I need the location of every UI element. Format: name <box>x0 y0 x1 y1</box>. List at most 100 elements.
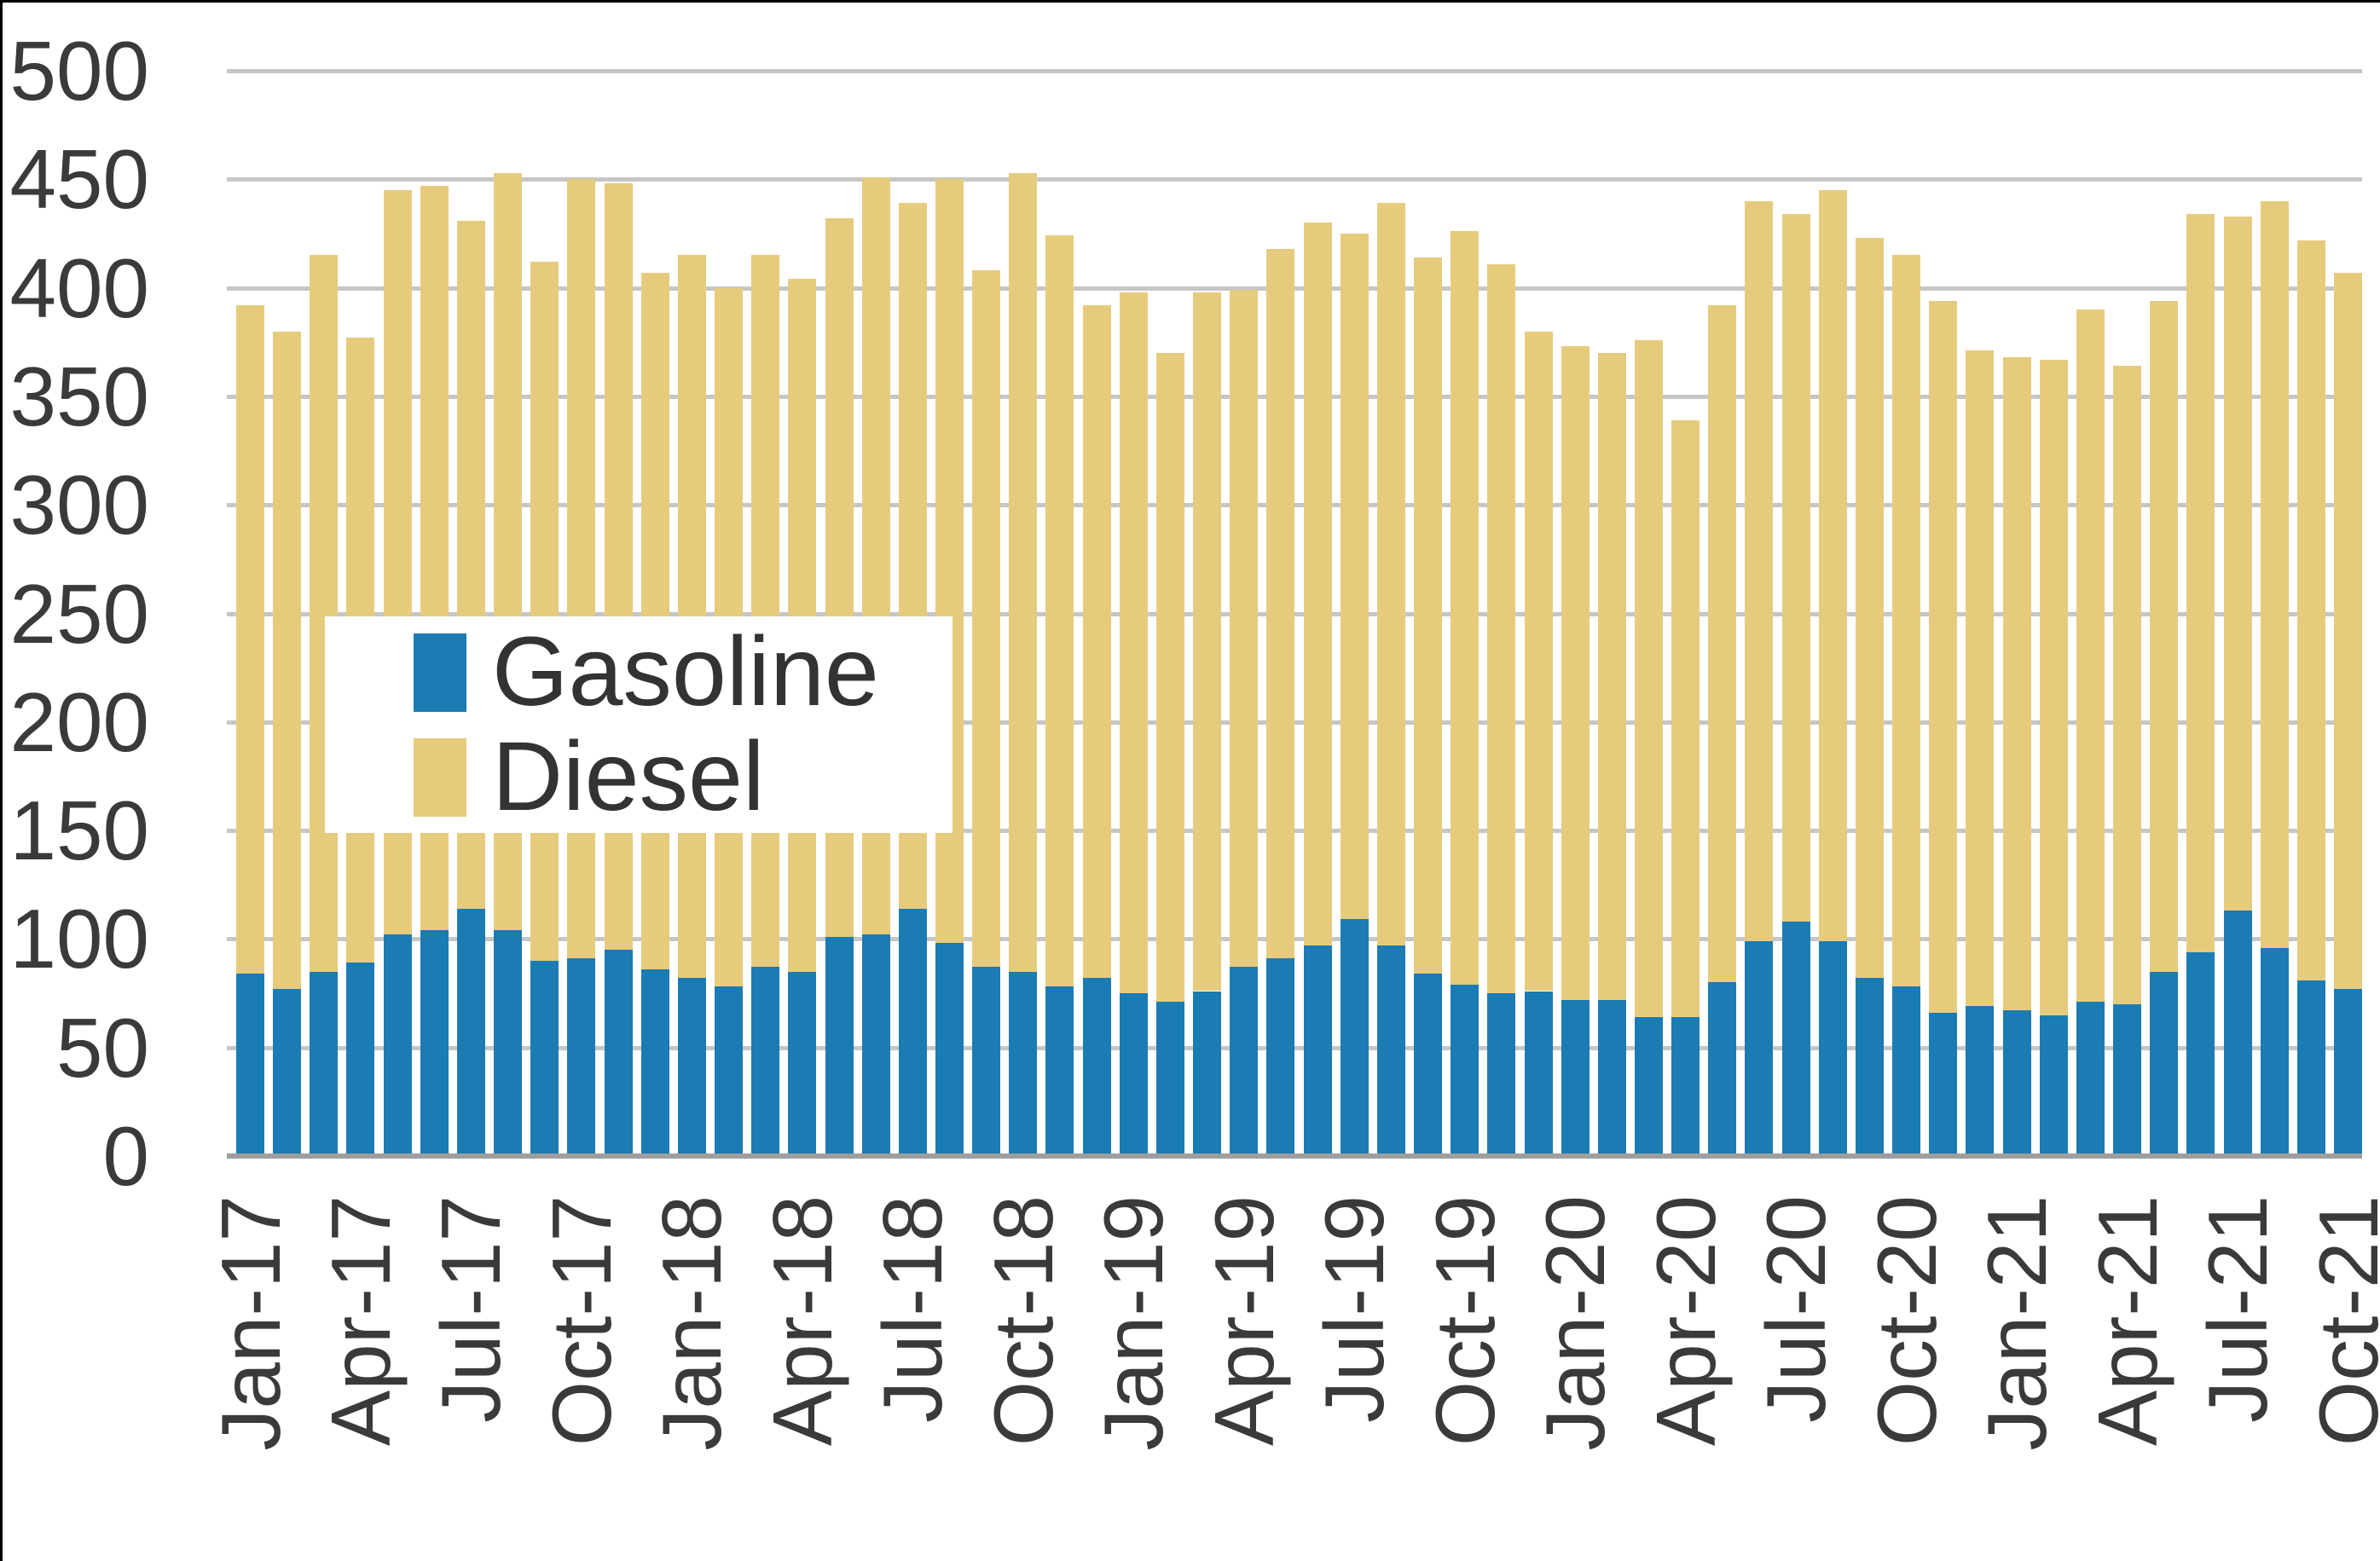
x-tick-label-Jan-19: Jan-19 <box>1086 1195 1181 1451</box>
bar-segment-gasoline-Oct-18 <box>1009 971 1038 1156</box>
bar-segment-gasoline-Mar-21 <box>2076 1002 2105 1156</box>
bar-segment-diesel-Oct-21 <box>2334 272 2362 989</box>
y-tick-label-350: 350 <box>9 349 149 443</box>
bar-segment-diesel-Nov-20 <box>1929 300 1958 1013</box>
bar-segment-gasoline-Oct-20 <box>1892 986 1921 1156</box>
bar-segment-diesel-Feb-19 <box>1155 352 1184 1003</box>
bar-segment-diesel-Apr-21 <box>2113 366 2142 1004</box>
bar-segment-gasoline-Aug-17 <box>494 930 523 1156</box>
bar-segment-gasoline-Jul-21 <box>2223 911 2252 1156</box>
bar-segment-diesel-Jun-19 <box>1303 223 1332 946</box>
bar-segment-diesel-Aug-20 <box>1818 190 1847 941</box>
bar-segment-gasoline-Oct-21 <box>2334 988 2362 1156</box>
bar-segment-gasoline-Jul-20 <box>1781 922 1810 1156</box>
bar-segment-diesel-Mar-18 <box>751 255 780 968</box>
bar-segment-gasoline-Mar-17 <box>310 971 339 1156</box>
gasoline-swatch-icon <box>414 633 466 712</box>
x-tick-label-Jan-17: Jan-17 <box>203 1195 298 1451</box>
bar-segment-diesel-Sep-18 <box>972 270 1001 968</box>
bar-segment-gasoline-Oct-19 <box>1451 984 1480 1156</box>
bar-segment-diesel-May-19 <box>1266 248 1295 959</box>
bar-segment-diesel-Oct-17 <box>567 179 596 959</box>
bar-segment-diesel-Jul-21 <box>2223 216 2252 911</box>
x-tick-label-Apr-19: Apr-19 <box>1196 1195 1291 1447</box>
y-tick-label-100: 100 <box>9 892 149 986</box>
bar-segment-gasoline-May-19 <box>1266 958 1295 1156</box>
bar-segment-gasoline-Apr-17 <box>346 963 375 1156</box>
bar-segment-diesel-Nov-19 <box>1487 263 1516 994</box>
bar-segment-gasoline-Sep-20 <box>1855 978 1884 1156</box>
bar-segment-diesel-Jan-19 <box>1119 292 1148 994</box>
bar-segment-gasoline-May-17 <box>383 934 412 1156</box>
bar-segment-diesel-May-20 <box>1708 304 1737 983</box>
bar-segment-diesel-Feb-20 <box>1597 352 1626 1000</box>
y-tick-label-500: 500 <box>9 24 149 118</box>
window-border-left <box>0 0 3 1561</box>
x-tick-label-Jul-19: Jul-19 <box>1307 1195 1402 1423</box>
y-tick-label-250: 250 <box>9 566 149 661</box>
bar-segment-gasoline-Apr-18 <box>788 971 817 1156</box>
bar-segment-gasoline-Jun-17 <box>420 930 449 1156</box>
bar-segment-gasoline-May-18 <box>825 936 854 1156</box>
bar-segment-diesel-Feb-17 <box>273 331 302 989</box>
bar-segment-diesel-Sep-19 <box>1414 257 1443 974</box>
x-tick-label-Jul-18: Jul-18 <box>866 1195 960 1423</box>
bar-segment-gasoline-Aug-18 <box>935 943 964 1156</box>
bar-segment-diesel-Sep-21 <box>2296 240 2325 980</box>
bar-segment-gasoline-Sep-18 <box>972 967 1001 1156</box>
x-tick-label-Jul-21: Jul-21 <box>2191 1195 2285 1423</box>
bar-segment-diesel-Feb-21 <box>2039 359 2068 1015</box>
bar-segment-gasoline-Dec-17 <box>640 969 669 1156</box>
bar-segment-diesel-Dec-18 <box>1082 304 1111 979</box>
bar-segment-diesel-Jul-19 <box>1340 233 1369 920</box>
bar-segment-diesel-Aug-19 <box>1376 203 1405 946</box>
bar-segment-diesel-Nov-17 <box>604 183 633 951</box>
y-tick-label-300: 300 <box>9 458 149 552</box>
bar-segment-gasoline-Nov-18 <box>1045 986 1074 1156</box>
bar-segment-gasoline-Dec-20 <box>1966 1006 1995 1156</box>
bar-segment-gasoline-Dec-19 <box>1524 991 1553 1156</box>
y-tick-label-50: 50 <box>55 1000 149 1095</box>
bar-segment-gasoline-Sep-19 <box>1414 974 1443 1156</box>
bar-segment-gasoline-Jul-19 <box>1340 919 1369 1156</box>
bar-segment-gasoline-May-21 <box>2150 971 2179 1156</box>
bar-segment-gasoline-Feb-18 <box>715 986 744 1156</box>
bar-segment-gasoline-Apr-21 <box>2113 1003 2142 1156</box>
bar-segment-diesel-Apr-20 <box>1671 419 1700 1018</box>
legend-label-gasoline: Gasoline <box>492 617 879 726</box>
bar-segment-diesel-Jun-21 <box>2186 214 2215 952</box>
bar-segment-gasoline-Apr-19 <box>1230 967 1259 1156</box>
bar-segment-gasoline-Jun-18 <box>861 934 890 1156</box>
y-tick-label-150: 150 <box>9 783 149 878</box>
bar-segment-diesel-Oct-19 <box>1451 231 1480 985</box>
x-tick-label-Jan-18: Jan-18 <box>645 1195 739 1451</box>
bar-segment-diesel-Jan-17 <box>236 304 264 974</box>
y-tick-label-0: 0 <box>102 1109 149 1203</box>
bar-segment-gasoline-Sep-21 <box>2296 980 2325 1156</box>
window-border-top <box>0 0 2380 3</box>
legend: Gasoline Diesel <box>325 616 953 833</box>
x-tick-label-Apr-18: Apr-18 <box>755 1195 849 1447</box>
bar-segment-gasoline-Mar-20 <box>1635 1017 1663 1156</box>
bar-segment-gasoline-Feb-17 <box>273 988 302 1156</box>
bar-segment-gasoline-Mar-19 <box>1193 991 1222 1156</box>
bar-segment-diesel-Nov-18 <box>1045 235 1074 987</box>
bar-segment-gasoline-Jul-18 <box>898 908 927 1156</box>
bar-segment-diesel-Mar-20 <box>1635 339 1663 1018</box>
x-tick-label-Jul-17: Jul-17 <box>424 1195 518 1423</box>
bar-segment-gasoline-Jun-21 <box>2186 951 2215 1156</box>
bar-segment-gasoline-Jun-19 <box>1303 945 1332 1156</box>
x-tick-label-Jan-21: Jan-21 <box>1970 1195 2064 1451</box>
bar-segment-diesel-Mar-19 <box>1193 292 1222 992</box>
bar-segment-diesel-Jun-20 <box>1745 200 1774 941</box>
bar-segment-gasoline-Aug-20 <box>1818 940 1847 1156</box>
bar-segment-gasoline-May-20 <box>1708 982 1737 1156</box>
x-tick-label-Jan-20: Jan-20 <box>1528 1195 1623 1451</box>
x-tick-label-Apr-21: Apr-21 <box>2080 1195 2174 1447</box>
bar-segment-gasoline-Jan-21 <box>2002 1010 2031 1156</box>
x-tick-label-Oct-18: Oct-18 <box>976 1195 1070 1447</box>
bar-segment-gasoline-Jul-17 <box>456 908 485 1156</box>
bar-segment-gasoline-Jan-19 <box>1119 993 1148 1156</box>
x-tick-label-Apr-20: Apr-20 <box>1638 1195 1733 1447</box>
